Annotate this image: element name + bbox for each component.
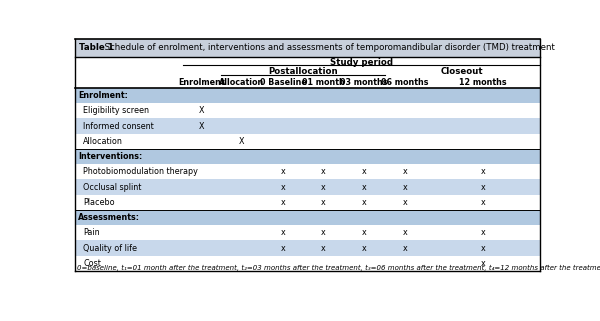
Text: x: x: [403, 198, 407, 207]
Text: x: x: [481, 167, 485, 176]
Text: x: x: [403, 167, 407, 176]
FancyBboxPatch shape: [75, 179, 540, 195]
Text: x: x: [281, 167, 286, 176]
Text: x: x: [481, 198, 485, 207]
Text: x: x: [362, 198, 367, 207]
Text: Pain: Pain: [83, 228, 100, 237]
Text: x: x: [281, 244, 286, 253]
Text: x: x: [481, 228, 485, 237]
Text: x: x: [362, 167, 367, 176]
Text: 12 months: 12 months: [459, 78, 506, 87]
Text: Placebo: Placebo: [83, 198, 115, 207]
Text: x: x: [481, 183, 485, 192]
Text: x: x: [362, 228, 367, 237]
FancyBboxPatch shape: [75, 210, 540, 225]
Text: x: x: [321, 198, 326, 207]
Text: Schedule of enrolment, interventions and assessments of temporomandibular disord: Schedule of enrolment, interventions and…: [99, 43, 554, 52]
Text: Photobiomodulation therapy: Photobiomodulation therapy: [83, 167, 198, 176]
Text: Allocation: Allocation: [83, 137, 123, 146]
Text: Allocation: Allocation: [220, 78, 265, 87]
FancyBboxPatch shape: [75, 195, 540, 210]
Text: 0 Baseline: 0 Baseline: [260, 78, 307, 87]
Text: Informed consent: Informed consent: [83, 122, 154, 131]
Text: Enrolment:: Enrolment:: [78, 91, 128, 100]
Text: x: x: [481, 244, 485, 253]
Text: x: x: [321, 244, 326, 253]
Text: Assessments:: Assessments:: [78, 213, 140, 222]
Text: Table 1: Table 1: [79, 43, 113, 52]
FancyBboxPatch shape: [75, 103, 540, 118]
Text: Study period: Study period: [330, 57, 393, 66]
FancyBboxPatch shape: [75, 134, 540, 149]
Text: Closeout: Closeout: [441, 67, 484, 76]
Text: x: x: [362, 183, 367, 192]
Text: x: x: [321, 228, 326, 237]
Text: x: x: [281, 228, 286, 237]
Text: x: x: [403, 244, 407, 253]
Text: x: x: [403, 183, 407, 192]
Text: Occlusal splint: Occlusal splint: [83, 183, 142, 192]
Text: 06 months: 06 months: [382, 78, 429, 87]
Text: x: x: [362, 244, 367, 253]
Text: Enrolment: Enrolment: [179, 78, 225, 87]
Text: Eligibility screen: Eligibility screen: [83, 106, 149, 115]
FancyBboxPatch shape: [75, 118, 540, 134]
Text: 0=baseline, t₁=01 month after the treatment, t₂=03 months after the treatment, t: 0=baseline, t₁=01 month after the treatm…: [77, 265, 600, 271]
FancyBboxPatch shape: [75, 240, 540, 256]
Text: X: X: [239, 137, 245, 146]
Text: Postallocation: Postallocation: [268, 67, 338, 76]
Text: x: x: [321, 167, 326, 176]
FancyBboxPatch shape: [75, 149, 540, 164]
Text: Interventions:: Interventions:: [78, 152, 142, 161]
Text: x: x: [281, 198, 286, 207]
FancyBboxPatch shape: [75, 225, 540, 240]
Text: x: x: [321, 183, 326, 192]
FancyBboxPatch shape: [75, 256, 540, 271]
FancyBboxPatch shape: [75, 39, 540, 57]
Text: x: x: [481, 259, 485, 268]
FancyBboxPatch shape: [75, 88, 540, 103]
Text: Cost: Cost: [83, 259, 101, 268]
Text: x: x: [281, 183, 286, 192]
Text: X: X: [199, 122, 205, 131]
Text: Quality of life: Quality of life: [83, 244, 137, 253]
Text: 03 months: 03 months: [340, 78, 388, 87]
Text: X: X: [199, 106, 205, 115]
Text: 01 month: 01 month: [302, 78, 345, 87]
FancyBboxPatch shape: [75, 164, 540, 179]
Text: x: x: [403, 228, 407, 237]
